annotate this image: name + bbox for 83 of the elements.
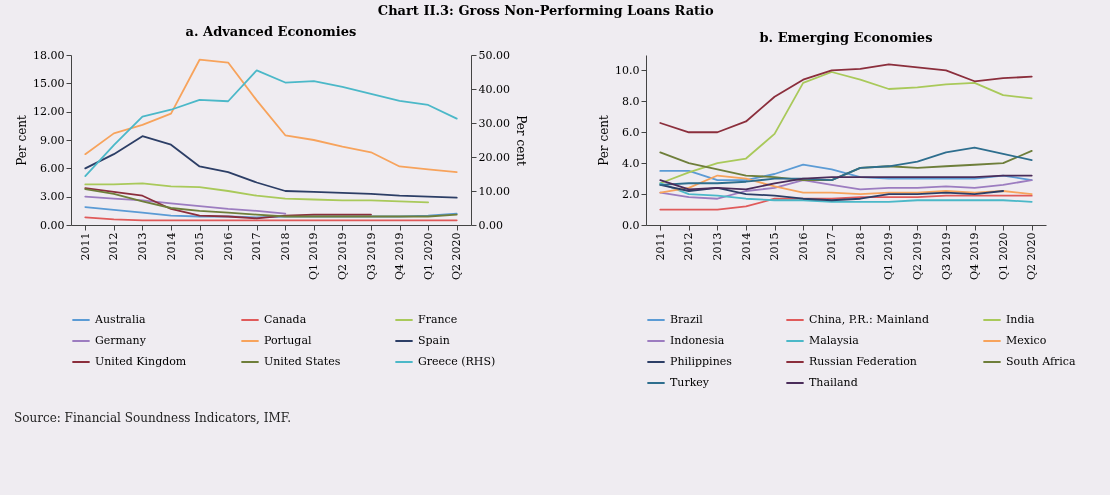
x-tick-label: 2012 xyxy=(107,232,121,261)
legend-label: United States xyxy=(264,355,341,368)
line-series xyxy=(84,135,458,199)
x-tick-label: Q2 2019 xyxy=(335,232,349,281)
source-note: Source: Financial Soundness Indicators, IMF. xyxy=(14,411,292,425)
line-series xyxy=(84,187,372,220)
line-series xyxy=(659,63,1033,134)
x-tick-label: Q1 2020 xyxy=(996,232,1010,281)
legend-label: Germany xyxy=(95,334,147,347)
y2-axis-title: Per cent xyxy=(513,115,528,166)
line-series xyxy=(84,188,458,218)
y-tick-label: 2.0 xyxy=(622,187,640,201)
legend-label: Portugal xyxy=(264,334,312,347)
legend-label: Brazil xyxy=(670,313,704,326)
x-tick-label: Q2 2019 xyxy=(910,232,924,281)
chart-subtitle: b. Emerging Economies xyxy=(759,30,933,45)
x-tick-label: 2013 xyxy=(135,232,149,261)
legend-label: South Africa xyxy=(1006,355,1076,368)
y2-tick-label: 10.00 xyxy=(478,184,510,198)
x-tick-label: Q4 2019 xyxy=(393,232,407,281)
legend-label: Philippines xyxy=(670,355,733,368)
y-tick-label: 4.0 xyxy=(622,156,640,170)
x-tick-label: Q1 2020 xyxy=(421,232,435,281)
x-tick-label: Q1 2019 xyxy=(882,232,896,281)
y-axis-title: Per cent xyxy=(597,115,612,166)
y-tick-label: 3.00 xyxy=(40,190,65,204)
x-tick-label: 2017 xyxy=(825,232,839,261)
y2-tick-label: 50.00 xyxy=(478,48,510,62)
legend-label: Turkey xyxy=(670,376,710,389)
x-tick-label: 2015 xyxy=(193,232,207,261)
y-tick-label: 12.00 xyxy=(33,105,65,119)
x-tick-label: 2015 xyxy=(768,232,782,261)
legend-label: Greece (RHS) xyxy=(418,355,496,368)
legend-label: Canada xyxy=(264,313,307,326)
x-tick-label: 2011 xyxy=(78,232,92,261)
y-tick-label: 0.0 xyxy=(622,218,640,232)
line-series xyxy=(659,71,1033,185)
x-tick-label: Q1 2019 xyxy=(307,232,321,281)
x-tick-label: Q4 2019 xyxy=(968,232,982,281)
legend-label: United Kingdom xyxy=(95,355,187,368)
x-tick-label: 2016 xyxy=(221,232,235,261)
y-tick-label: 6.0 xyxy=(622,125,640,139)
x-tick-label: 2017 xyxy=(250,232,264,261)
x-tick-label: 2018 xyxy=(853,232,867,261)
y2-tick-label: 30.00 xyxy=(478,116,510,130)
x-tick-label: 2011 xyxy=(653,232,667,261)
y-tick-label: 8.0 xyxy=(622,94,640,108)
y-tick-label: 15.00 xyxy=(33,76,65,90)
legend-label: Malaysia xyxy=(809,334,860,347)
y-tick-label: 18.00 xyxy=(33,48,65,62)
legend-label: India xyxy=(1006,313,1035,326)
y-axis-title: Per cent xyxy=(15,115,30,166)
y-tick-label: 0.00 xyxy=(40,218,65,232)
x-tick-label: 2012 xyxy=(682,232,696,261)
legend-label: Mexico xyxy=(1006,334,1047,347)
x-tick-label: Q2 2020 xyxy=(1025,232,1039,281)
legend-label: China, P.R.: Mainland xyxy=(809,313,929,326)
y-tick-label: 9.00 xyxy=(40,133,65,147)
x-tick-label: 2014 xyxy=(739,232,753,261)
y-tick-label: 6.00 xyxy=(40,161,65,175)
line-series xyxy=(84,195,287,215)
x-tick-label: Q3 2019 xyxy=(364,232,378,281)
legend-label: Indonesia xyxy=(670,334,725,347)
y2-tick-label: 0.00 xyxy=(478,218,503,232)
legend-label: France xyxy=(418,313,458,326)
x-tick-label: 2018 xyxy=(278,232,292,261)
y-tick-label: 10.0 xyxy=(615,63,640,77)
legend-label: Australia xyxy=(94,313,146,326)
line-series xyxy=(659,194,1033,211)
legend-label: Thailand xyxy=(809,376,858,389)
x-tick-label: 2014 xyxy=(164,232,178,261)
line-series xyxy=(659,163,1033,182)
x-tick-label: Q3 2019 xyxy=(939,232,953,281)
text: Chart II.3: Gross Non-Performing Loans Ratio xyxy=(377,3,715,18)
y2-tick-label: 40.00 xyxy=(478,82,510,96)
legend-label: Russian Federation xyxy=(809,355,917,368)
x-tick-label: 2016 xyxy=(796,232,810,261)
chart-subtitle: a. Advanced Economies xyxy=(185,24,357,39)
legend-label: Spain xyxy=(418,334,450,347)
x-tick-label: Q2 2020 xyxy=(450,232,464,281)
x-tick-label: 2013 xyxy=(710,232,724,261)
y2-tick-label: 20.00 xyxy=(478,150,510,164)
line-series xyxy=(84,182,430,204)
